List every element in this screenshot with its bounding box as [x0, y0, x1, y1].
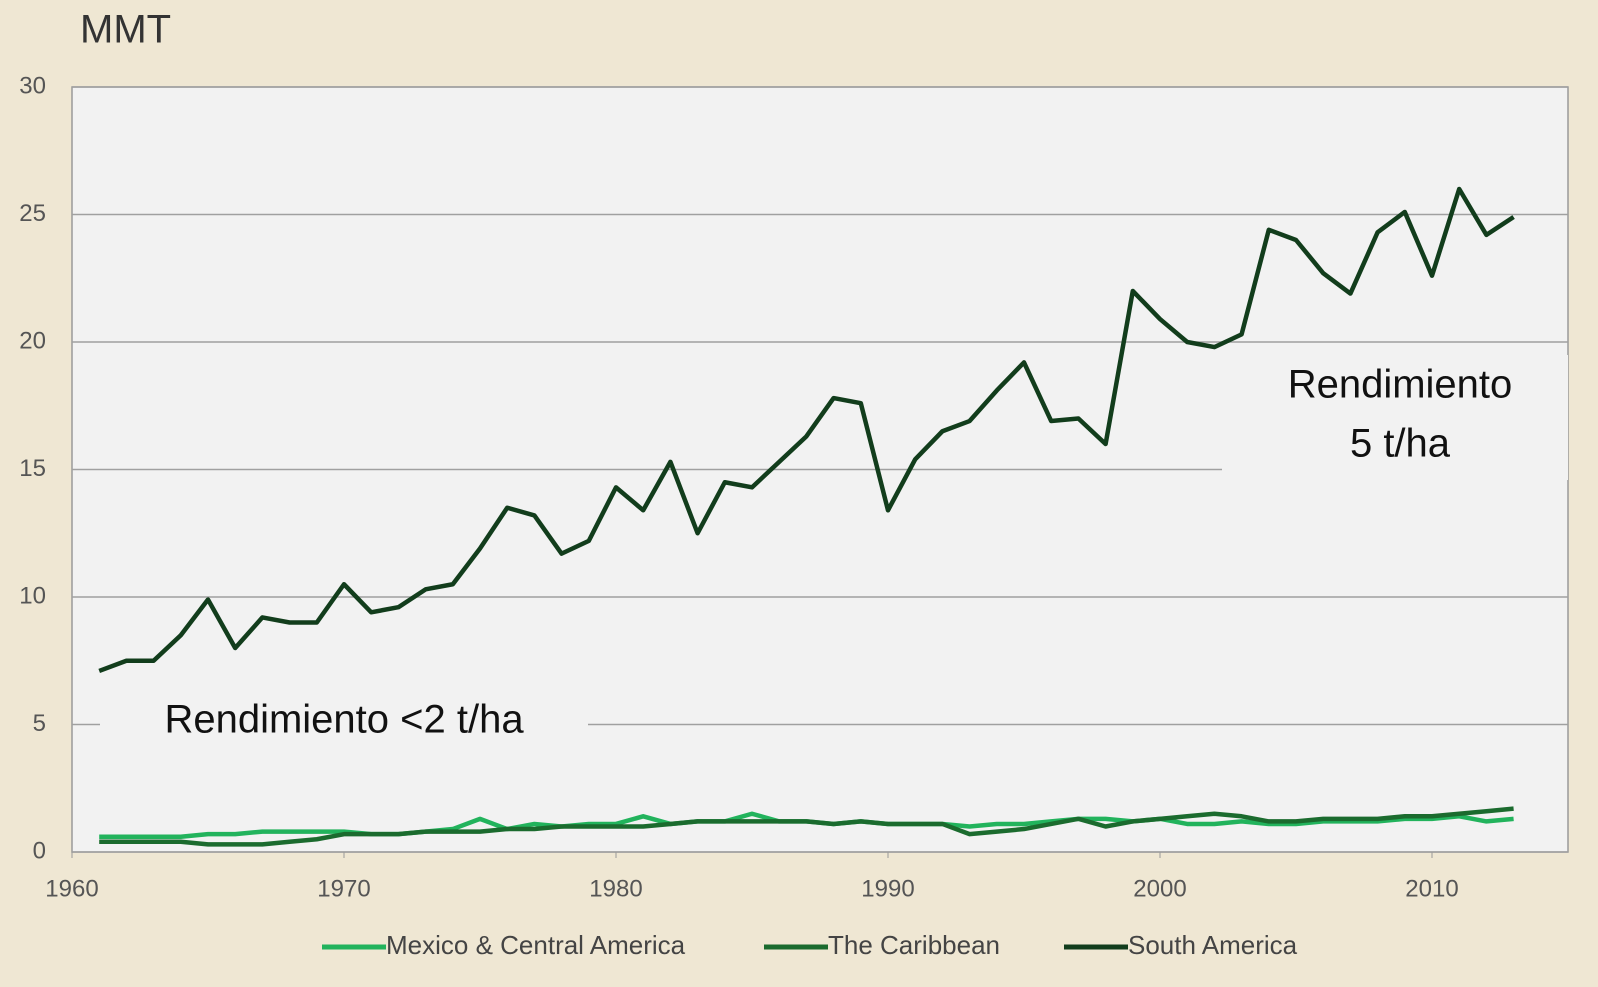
legend-label: The Caribbean	[828, 930, 1000, 960]
y-tick-label: 20	[19, 327, 46, 354]
legend-label: Mexico & Central America	[386, 930, 686, 960]
x-tick-label: 1970	[317, 875, 370, 902]
annotation: Rendimiento	[1288, 363, 1513, 407]
y-axis-label: MMT	[80, 8, 171, 52]
annotation-box	[100, 690, 588, 754]
series-line	[98, 186, 1515, 674]
annotation: Rendimiento <2 t/ha	[164, 698, 524, 742]
x-tick-label: 1980	[589, 875, 642, 902]
x-tick-label: 2000	[1133, 875, 1186, 902]
y-tick-label: 25	[19, 200, 46, 227]
annotation-box	[1222, 355, 1568, 480]
y-tick-label: 15	[19, 455, 46, 482]
y-tick-label: 10	[19, 582, 46, 609]
annotation: 5 t/ha	[1350, 422, 1451, 466]
y-tick-label: 30	[19, 72, 46, 99]
y-tick-label: 0	[33, 837, 46, 864]
x-tick-label: 1960	[45, 875, 98, 902]
y-tick-label: 5	[33, 710, 46, 737]
series-line	[99, 806, 1514, 847]
legend-label: South America	[1128, 930, 1298, 960]
x-tick-label: 2010	[1405, 875, 1458, 902]
x-tick-label: 1990	[861, 875, 914, 902]
